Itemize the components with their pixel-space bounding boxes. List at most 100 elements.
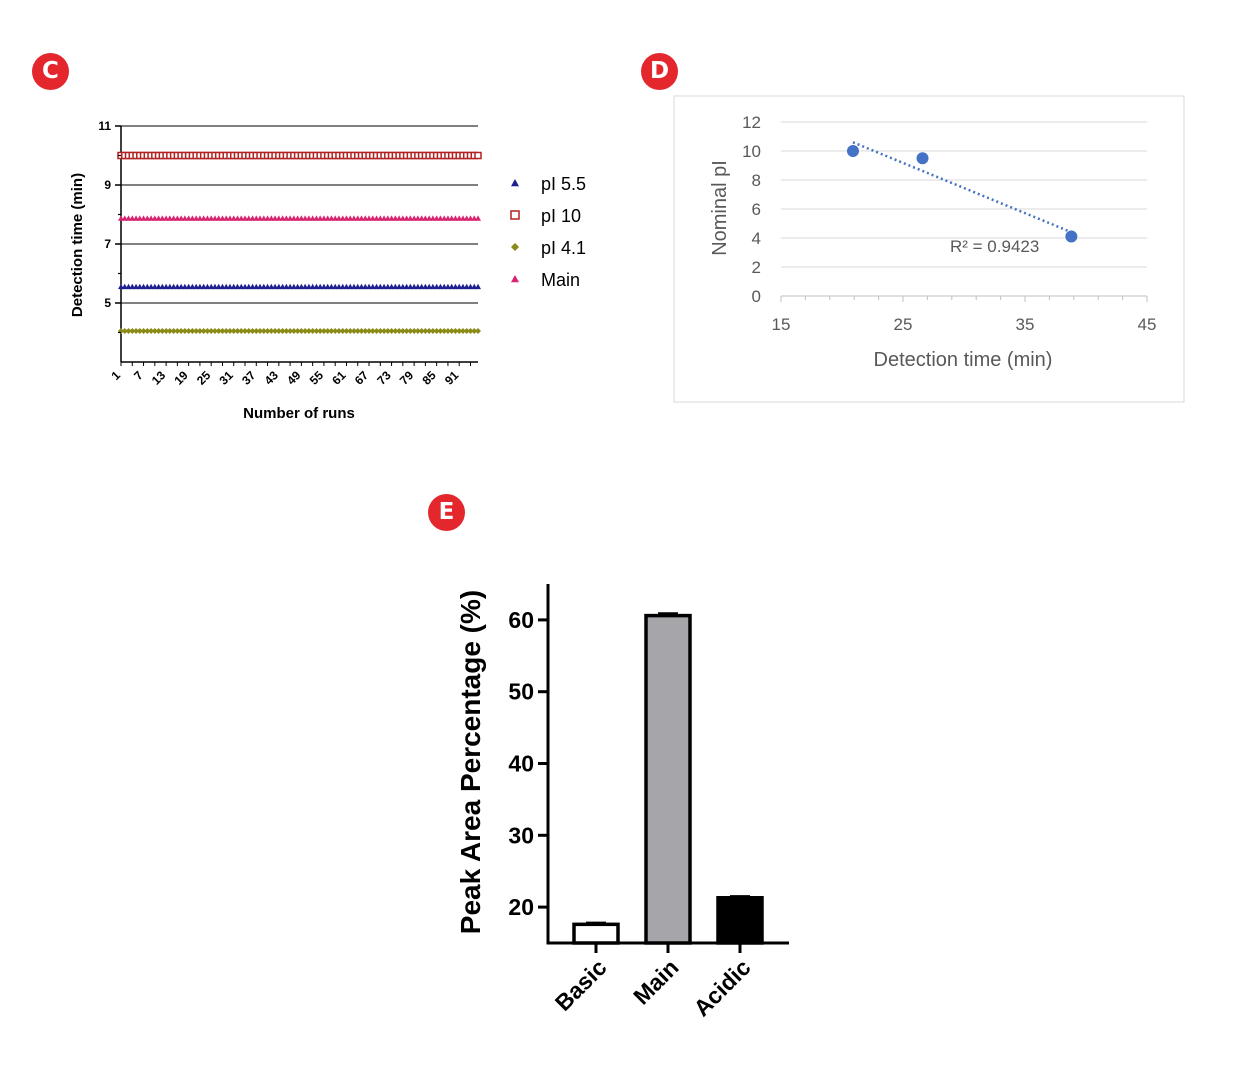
chart-c-point xyxy=(140,215,147,221)
chart-c-point xyxy=(414,215,421,221)
chart-c-point xyxy=(249,283,256,290)
chart-c-point xyxy=(193,328,200,335)
chart-c-ytick-label: 9 xyxy=(104,178,111,192)
chart-c-point xyxy=(170,328,177,335)
chart-c-point xyxy=(463,283,470,290)
chart-c-point xyxy=(343,283,350,290)
chart-c-xtick-label: 7 xyxy=(131,368,146,383)
chart-c-point xyxy=(148,283,155,290)
chart-c-point xyxy=(230,283,237,290)
chart-c-point xyxy=(118,215,124,221)
chart-c-point xyxy=(407,283,414,290)
chart-c-point xyxy=(377,283,384,290)
chart-c-point xyxy=(260,328,267,335)
chart-d-ylabel: Nominal pI xyxy=(709,160,731,256)
panel-d-badge: D xyxy=(641,53,678,90)
chart-c-point xyxy=(170,215,177,221)
chart-d-ytick-label: 0 xyxy=(752,287,761,306)
chart-c-point xyxy=(403,328,410,335)
chart-c-point xyxy=(403,283,410,290)
chart-c-point xyxy=(414,328,421,335)
chart-c-point xyxy=(441,283,448,290)
chart-c-xtick-label: 31 xyxy=(217,368,237,388)
chart-c-point xyxy=(211,328,218,335)
chart-c-point xyxy=(178,328,185,335)
chart-c-point xyxy=(268,328,275,335)
chart-c-xtick-label: 73 xyxy=(374,368,394,388)
chart-d-ytick-label: 8 xyxy=(752,171,761,190)
chart-c-point xyxy=(444,283,451,290)
chart-c-point xyxy=(302,328,309,335)
chart-c-xtick-label: 49 xyxy=(284,368,304,388)
chart-d-trendline xyxy=(852,141,1072,234)
chart-c-point xyxy=(249,328,256,335)
chart-c-point xyxy=(396,215,403,221)
chart-c-point xyxy=(309,215,316,221)
chart-c-point xyxy=(426,328,433,335)
chart-c-point xyxy=(414,283,421,290)
chart-c-point xyxy=(369,328,376,335)
chart-c-point xyxy=(200,215,207,221)
chart-c-point xyxy=(467,215,474,221)
chart-c-point xyxy=(354,328,361,335)
chart-c-point xyxy=(373,328,380,335)
chart-c-point xyxy=(136,283,143,290)
chart-c-point xyxy=(324,283,331,290)
chart-c-xtick-label: 55 xyxy=(307,368,327,388)
chart-c-point xyxy=(189,215,196,221)
chart-e: Basic Main Acidic 20 30 40 50 60 Peak Area Perc… xyxy=(455,584,789,1021)
chart-c-point xyxy=(433,283,440,290)
chart-e-ytick-label: 30 xyxy=(508,822,534,848)
chart-c-point xyxy=(196,283,203,290)
chart-e-bar-basic xyxy=(572,922,620,945)
chart-c-point xyxy=(136,328,143,335)
chart-c-point xyxy=(381,283,388,290)
chart-c-point xyxy=(313,283,320,290)
chart-c-point xyxy=(272,283,279,290)
chart-c-point xyxy=(399,215,406,221)
chart-c-point xyxy=(144,283,151,290)
chart-e-xtick-label: Basic xyxy=(550,954,612,1016)
chart-c-point xyxy=(444,215,451,221)
chart-c-point xyxy=(144,328,151,335)
chart-c-point xyxy=(437,283,444,290)
chart-d-xlabel: Detection time (min) xyxy=(874,349,1053,371)
chart-d-point xyxy=(916,152,929,165)
chart-c-point xyxy=(257,215,264,221)
chart-c-point xyxy=(279,215,286,221)
chart-c-point xyxy=(324,328,331,335)
chart-c-point xyxy=(211,215,218,221)
chart-c-point xyxy=(309,328,316,335)
chart-c-point xyxy=(166,328,173,335)
chart-c-point xyxy=(279,328,286,335)
chart-c-point xyxy=(366,215,373,221)
chart-c-point xyxy=(245,328,252,335)
chart-c-point xyxy=(324,215,331,221)
chart-c-point xyxy=(399,328,406,335)
chart-c-point xyxy=(317,283,324,290)
chart-c-point xyxy=(294,328,301,335)
chart-c-point xyxy=(193,215,200,221)
chart-c-point xyxy=(332,283,339,290)
chart-e-bar-main xyxy=(644,613,692,945)
chart-c-point xyxy=(426,283,433,290)
chart-c-point xyxy=(264,215,271,221)
chart-c-point xyxy=(305,215,312,221)
chart-c-point xyxy=(313,215,320,221)
chart-c-point xyxy=(253,328,260,335)
chart-c-point xyxy=(298,215,305,221)
chart-c-point xyxy=(287,283,294,290)
chart-d-frame xyxy=(673,95,1185,403)
chart-c-point xyxy=(343,328,350,335)
chart-c-point xyxy=(219,215,226,221)
chart-c-point xyxy=(260,215,267,221)
chart-c-point xyxy=(181,283,188,290)
chart-c-point xyxy=(204,283,211,290)
chart-c-point xyxy=(140,328,147,335)
chart-c-point xyxy=(204,215,211,221)
chart-c-point xyxy=(275,215,282,221)
chart-c-point xyxy=(350,283,357,290)
chart-c-legend-label: pI 4.1 xyxy=(541,238,586,258)
